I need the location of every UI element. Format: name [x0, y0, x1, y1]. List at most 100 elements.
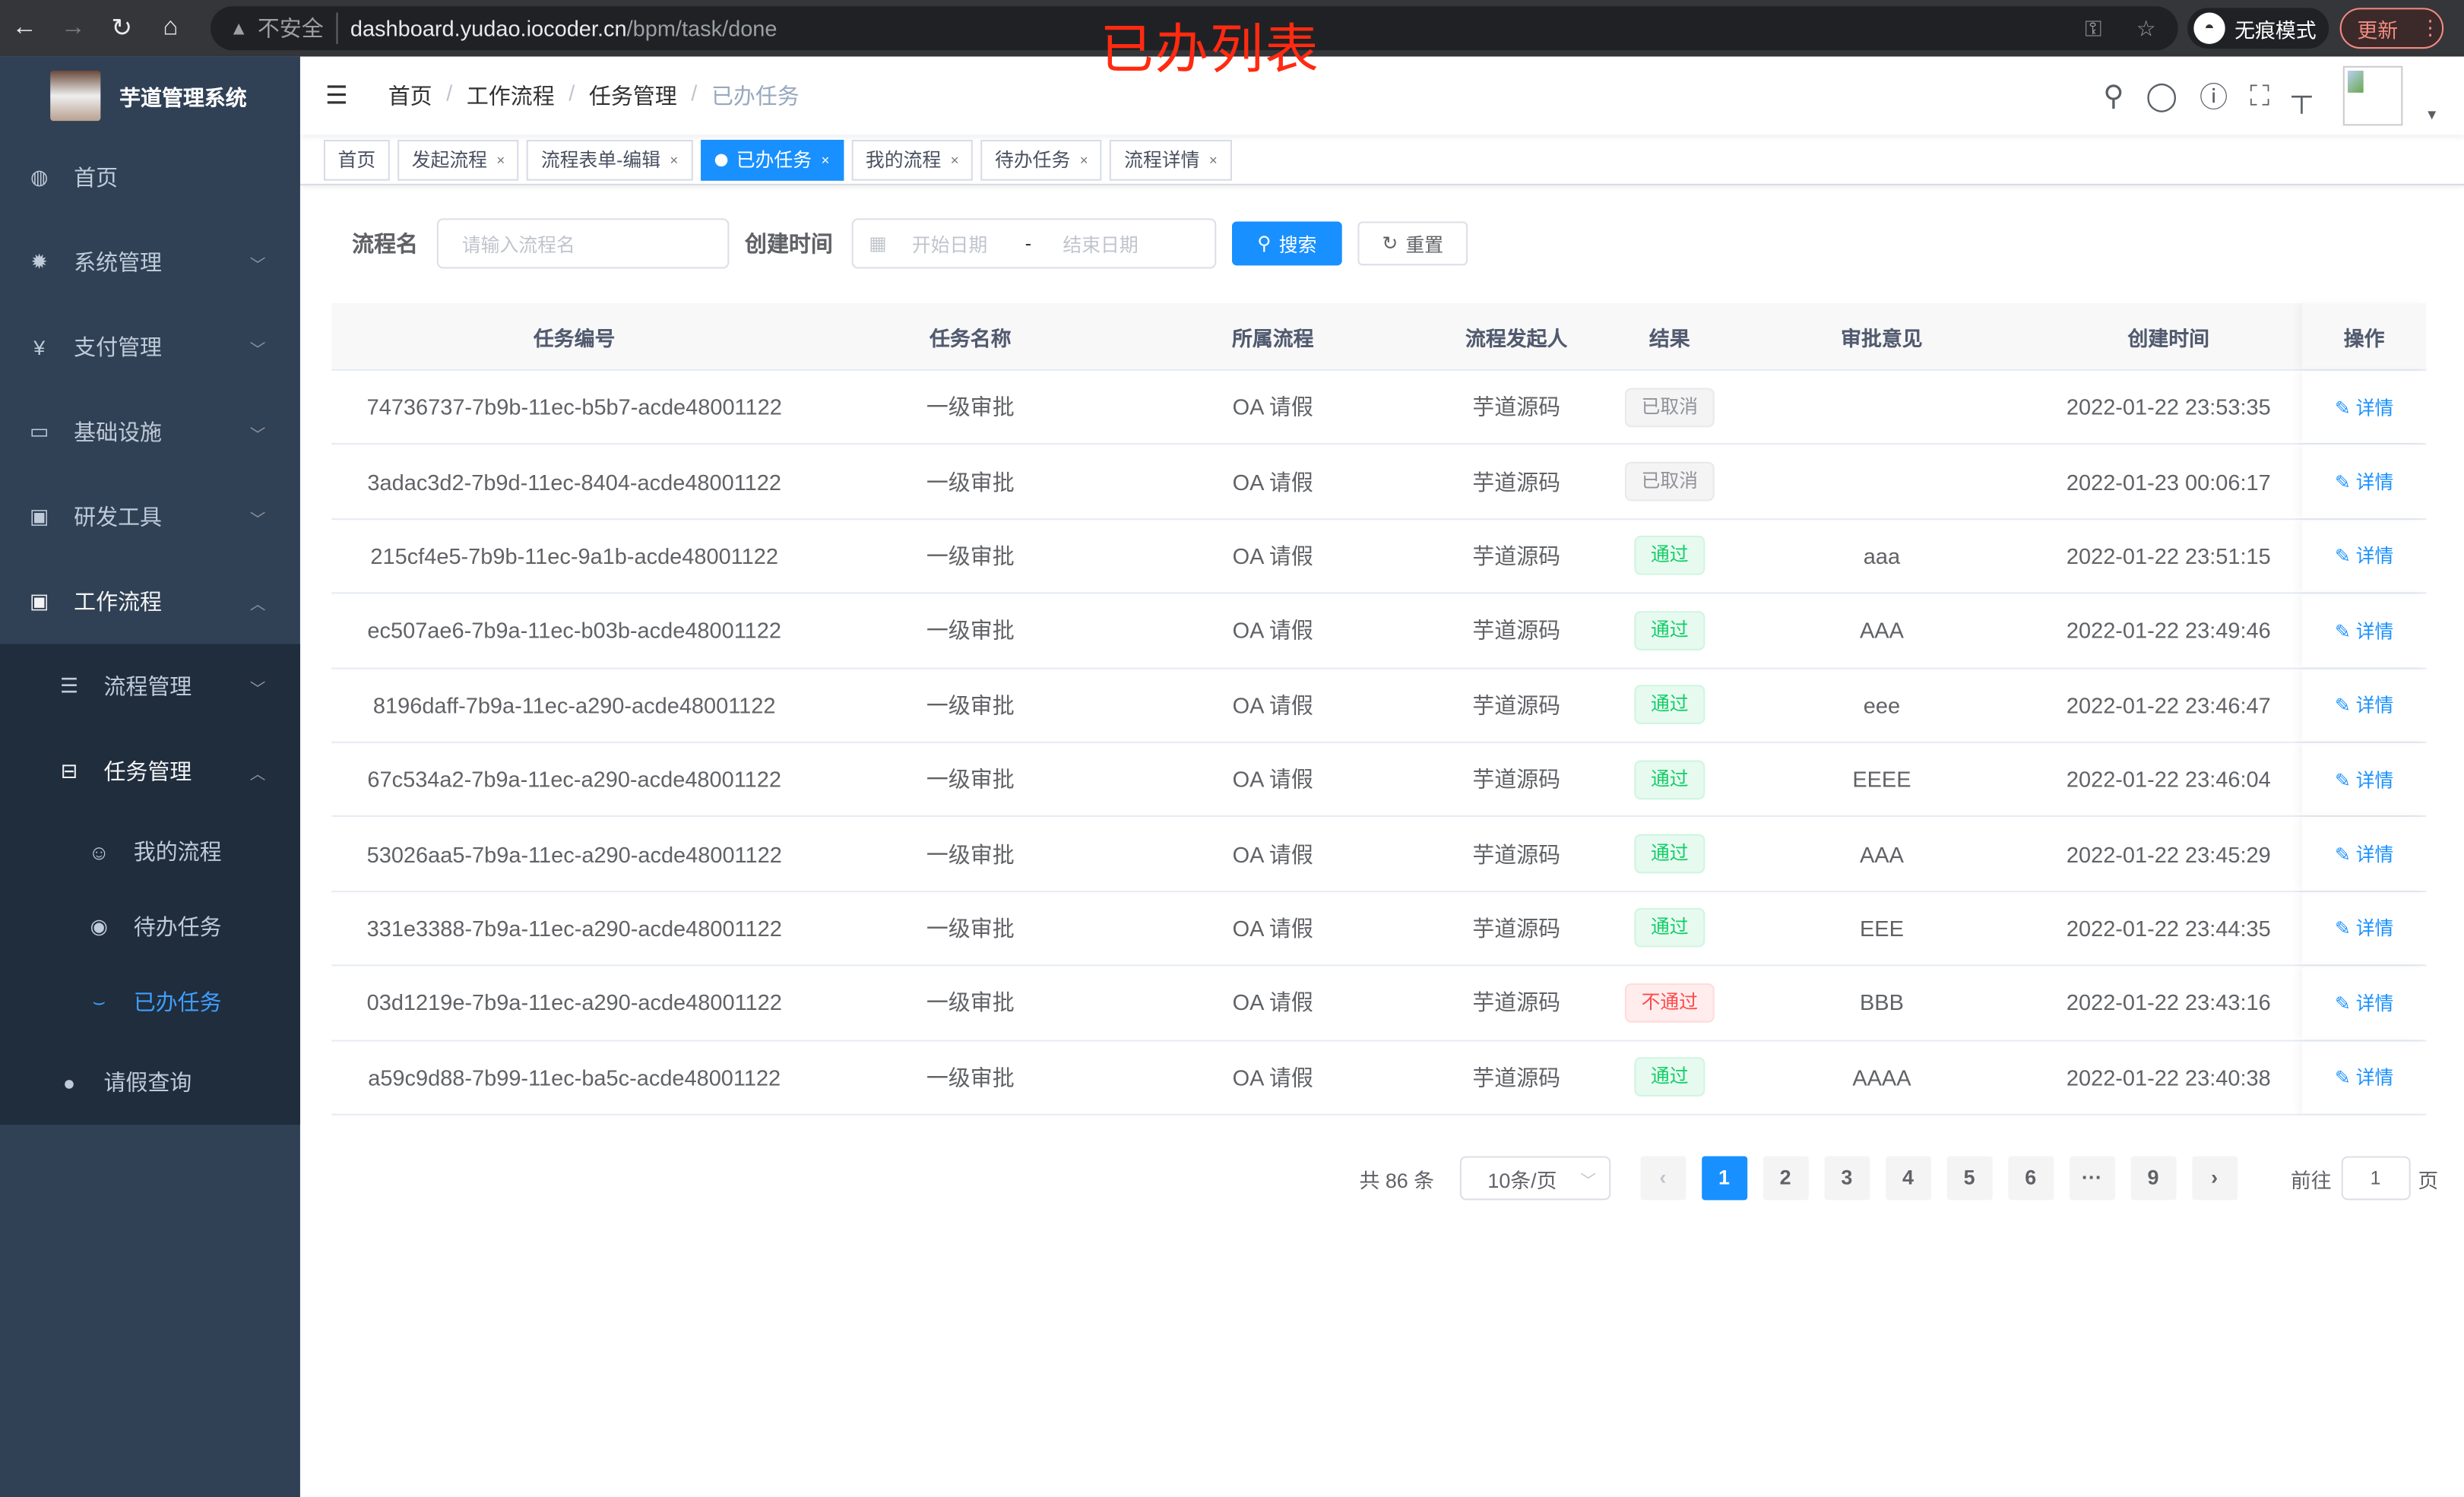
detail-button[interactable]: ✎ 详情 — [2335, 394, 2393, 420]
column-header: 任务名称 — [929, 325, 1012, 350]
tag-2[interactable]: 流程表单-编辑 × — [527, 138, 692, 180]
goto-label: 前往 — [2290, 1167, 2332, 1192]
task-name: 一级审批 — [926, 767, 1015, 793]
page-button[interactable]: 2 — [1762, 1156, 1809, 1201]
tag-0[interactable]: 首页 — [323, 138, 390, 180]
edit-icon: ✎ — [2335, 843, 2351, 866]
help-icon[interactable]: ⓘ — [2200, 81, 2228, 113]
sidebar-item-pay[interactable]: ¥ 支付管理 ﹀ — [0, 305, 300, 390]
home-icon[interactable]: ⌂ — [163, 14, 179, 41]
close-icon[interactable]: × — [496, 151, 505, 168]
prev-page-button[interactable]: ‹ — [1639, 1156, 1686, 1201]
toolbox-icon: ▣ — [29, 504, 49, 528]
detail-label: 详情 — [2355, 546, 2394, 568]
github-icon[interactable]: ◯ — [2146, 79, 2178, 111]
fullscreen-icon[interactable]: ⛶ — [2250, 79, 2270, 111]
font-size-icon[interactable]: ┬ — [2291, 79, 2312, 111]
process-name-input[interactable]: 请输入流程名 — [436, 218, 730, 269]
sidebar-item-system[interactable]: ✹ 系统管理 ﹀ — [0, 220, 300, 305]
tag-5[interactable]: 待办任务 × — [980, 138, 1103, 180]
page-button[interactable]: 5 — [1946, 1156, 1993, 1201]
next-page-button[interactable]: › — [2191, 1156, 2238, 1201]
hamburger-icon[interactable]: ☰ — [325, 83, 348, 110]
process-name: OA 请假 — [1232, 841, 1313, 867]
tag-4[interactable]: 我的流程 × — [851, 138, 974, 180]
detail-button[interactable]: ✎ 详情 — [2335, 766, 2393, 793]
detail-button[interactable]: ✎ 详情 — [2335, 840, 2393, 867]
key-icon[interactable]: ⚿ — [2085, 14, 2102, 40]
sidebar-item-todo[interactable]: ◉ 待办任务 — [0, 889, 300, 964]
incognito-badge[interactable]: ◓ 无痕模式 — [2187, 8, 2329, 49]
search-icon[interactable]: ⚲ — [2103, 79, 2124, 111]
sidebar-item-leave[interactable]: ● 请假查询 — [0, 1040, 300, 1125]
tag-label: 我的流程 — [865, 149, 942, 172]
close-icon[interactable]: × — [950, 151, 959, 168]
create-time: 2022-01-22 23:44:35 — [2066, 916, 2271, 942]
app-title: 芋道管理系统 — [119, 86, 247, 110]
sidebar-item-done[interactable]: ⌣ 已办任务 — [0, 964, 300, 1040]
sidebar-item-workflow[interactable]: ▣ 工作流程 ︿ — [0, 559, 300, 644]
end-date[interactable]: 结束日期 — [1063, 233, 1139, 255]
task-id: 53026aa5-7b9a-11ec-a290-acde48001122 — [366, 841, 782, 867]
detail-button[interactable]: ✎ 详情 — [2335, 989, 2393, 1016]
sidebar-item-task-manage[interactable]: ⊟ 任务管理 ︿ — [0, 729, 300, 814]
table-row: a59c9d88-7b99-11ec-ba5c-acde48001122 一级审批… — [331, 1041, 2427, 1116]
sidebar-item-infra[interactable]: ▭ 基础设施 ﹀ — [0, 390, 300, 475]
detail-button[interactable]: ✎ 详情 — [2335, 692, 2393, 718]
pagination: 共 86 条 10条/页 ﹀ ‹ 1 2 3 4 5 6 ··· 9 › 前往 1 页 — [1359, 1156, 2438, 1201]
back-icon[interactable]: ← — [11, 14, 37, 41]
result-badge: 通过 — [1635, 1057, 1705, 1097]
sidebar-item-devtools[interactable]: ▣ 研发工具 ﹀ — [0, 474, 300, 559]
detail-button[interactable]: ✎ 详情 — [2335, 468, 2393, 495]
chevron-down-icon: ﹀ — [249, 426, 266, 444]
forward-icon[interactable]: → — [60, 14, 86, 41]
approval-comment: eee — [1863, 692, 1901, 718]
page-size-select[interactable]: 10条/页 ﹀ — [1459, 1156, 1610, 1201]
reload-icon[interactable]: ↻ — [111, 15, 133, 43]
logo[interactable]: 芋道管理系统 — [0, 56, 300, 135]
page-button[interactable]: 4 — [1885, 1156, 1931, 1201]
detail-label: 详情 — [2355, 1067, 2394, 1089]
tag-3[interactable]: 已办任务 × — [700, 138, 844, 180]
sidebar-item-home[interactable]: ◍ 首页 — [0, 135, 300, 220]
star-icon[interactable]: ☆ — [2136, 14, 2156, 40]
done-task-table: 任务编号 任务名称 所属流程 流程发起人 结果 审批意见 创建时间 操作 747… — [331, 302, 2427, 1116]
page-button[interactable]: 1 — [1701, 1156, 1747, 1201]
result-badge: 已取消 — [1625, 387, 1714, 427]
reset-button[interactable]: ↻ 重置 — [1357, 221, 1468, 266]
detail-button[interactable]: ✎ 详情 — [2335, 1064, 2393, 1090]
detail-button[interactable]: ✎ 详情 — [2335, 915, 2393, 942]
breadcrumb-item[interactable]: 任务管理 — [588, 83, 677, 109]
close-icon[interactable]: × — [1208, 151, 1218, 168]
result-badge: 通过 — [1635, 908, 1705, 948]
tag-1[interactable]: 发起流程 × — [397, 138, 519, 180]
chevron-down-icon: ﹀ — [249, 511, 266, 529]
sidebar-item-my-process[interactable]: ☺ 我的流程 — [0, 814, 300, 889]
page-button[interactable]: 6 — [2007, 1156, 2054, 1201]
date-range-input[interactable]: ▦ 开始日期 - 结束日期 — [851, 218, 1217, 269]
sidebar-item-process-manage[interactable]: ☰ 流程管理 ﹀ — [0, 644, 300, 730]
breadcrumb-item[interactable]: 首页 — [388, 83, 432, 109]
workflow-submenu: ☰ 流程管理 ﹀ ⊟ 任务管理 ︿ ☺ 我的流程 ◉ 待办任务 ⌣ 已办任务 ● 请假查询 — [0, 644, 300, 1125]
page-button[interactable]: ··· — [2069, 1156, 2115, 1201]
edit-icon: ✎ — [2335, 695, 2351, 717]
close-icon[interactable]: × — [821, 151, 830, 168]
search-button[interactable]: ⚲ 搜索 — [1231, 221, 1342, 266]
page-button[interactable]: 3 — [1823, 1156, 1870, 1201]
breadcrumb: 首页 / 工作流程 / 任务管理 / 已办任务 — [388, 80, 800, 111]
detail-button[interactable]: ✎ 详情 — [2335, 543, 2393, 569]
address-bar[interactable]: ▲ 不安全 dashboard.yudao.iocoder.cn/bpm/tas… — [211, 6, 2178, 51]
avatar[interactable] — [2342, 65, 2403, 126]
close-icon[interactable]: × — [670, 151, 679, 168]
start-date[interactable]: 开始日期 — [911, 233, 988, 255]
more-icon[interactable]: ⋮ — [2420, 15, 2441, 40]
breadcrumb-item[interactable]: 工作流程 — [466, 83, 555, 109]
tag-6[interactable]: 流程详情 × — [1110, 138, 1232, 180]
caret-down-icon[interactable]: ▼ — [2424, 106, 2439, 123]
update-button[interactable]: 更新 ⋮ — [2339, 8, 2444, 49]
close-icon[interactable]: × — [1079, 151, 1088, 168]
goto-page-input[interactable]: 1 — [2341, 1156, 2411, 1201]
detail-button[interactable]: ✎ 详情 — [2335, 617, 2393, 644]
page-button[interactable]: 9 — [2130, 1156, 2176, 1201]
total-count: 共 86 条 — [1359, 1167, 1435, 1192]
